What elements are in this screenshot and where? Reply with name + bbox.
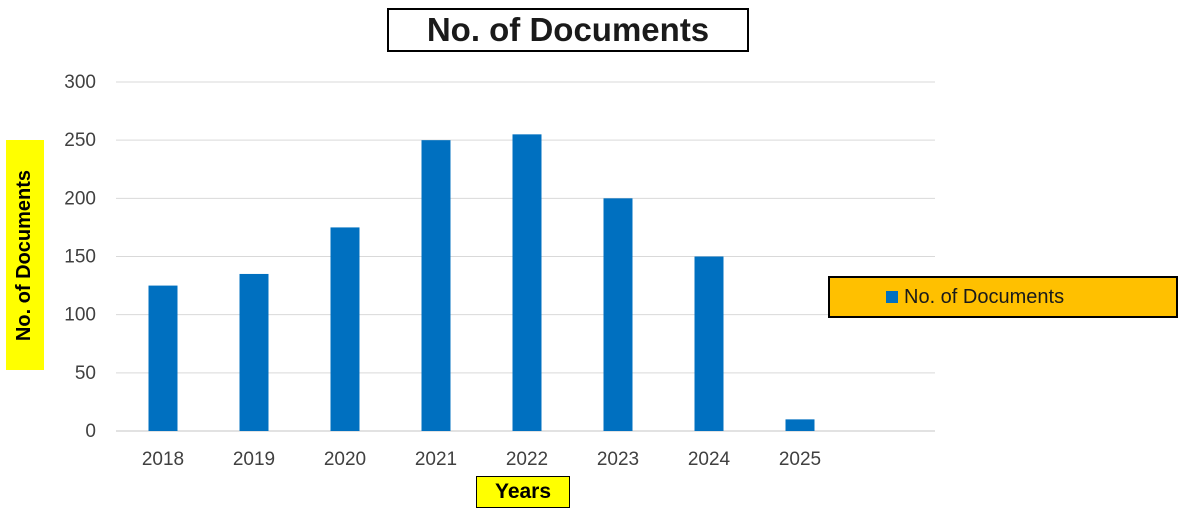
x-axis-label: Years	[476, 476, 570, 508]
legend-swatch	[886, 291, 898, 303]
bar-2023	[603, 198, 633, 431]
x-tick-label: 2022	[506, 449, 548, 470]
bar-2020	[330, 227, 360, 431]
bars	[148, 134, 815, 431]
bar-2022	[512, 134, 542, 431]
bar-2025	[785, 419, 815, 431]
y-axis-label-box: No. of Documents	[6, 140, 44, 370]
y-tick-label: 0	[85, 421, 96, 442]
x-tick-label: 2019	[233, 449, 275, 470]
y-axis-ticks: 0 50 100 150 200 250 300	[64, 72, 96, 442]
bar-2018	[148, 285, 178, 431]
x-tick-label: 2020	[324, 449, 366, 470]
y-tick-label: 150	[64, 247, 96, 268]
bar-2019	[239, 273, 269, 431]
chart-title: No. of Documents	[387, 8, 749, 52]
x-tick-label: 2021	[415, 449, 457, 470]
legend: No. of Documents	[828, 276, 1178, 318]
y-tick-label: 300	[64, 72, 96, 93]
y-tick-label: 50	[75, 363, 96, 384]
x-axis-ticks: 2018 2019 2020 2021 2022 2023 2024 2025	[142, 449, 821, 470]
x-tick-label: 2024	[688, 449, 731, 470]
y-tick-label: 200	[64, 188, 96, 209]
y-tick-label: 250	[64, 130, 96, 151]
y-axis-label: No. of Documents	[13, 169, 36, 341]
y-tick-label: 100	[64, 305, 96, 326]
x-tick-label: 2018	[142, 449, 184, 470]
bar-2024	[694, 256, 724, 431]
x-tick-label: 2025	[779, 449, 821, 470]
bar-2021	[421, 140, 451, 431]
legend-label: No. of Documents	[904, 285, 1065, 308]
x-tick-label: 2023	[597, 449, 639, 470]
